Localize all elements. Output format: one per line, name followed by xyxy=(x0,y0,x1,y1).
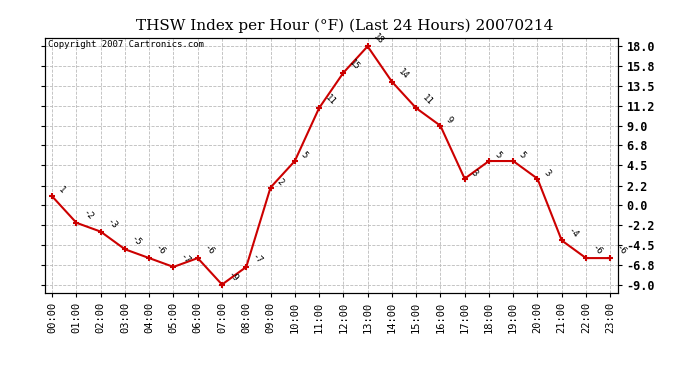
Text: -9: -9 xyxy=(226,270,240,284)
Text: 9: 9 xyxy=(444,115,455,125)
Text: -6: -6 xyxy=(153,243,168,257)
Text: 5: 5 xyxy=(493,150,503,160)
Text: 1: 1 xyxy=(57,185,66,195)
Text: Copyright 2007 Cartronics.com: Copyright 2007 Cartronics.com xyxy=(48,40,204,49)
Text: -3: -3 xyxy=(105,217,119,231)
Text: 14: 14 xyxy=(396,67,410,81)
Text: -6: -6 xyxy=(590,243,604,257)
Text: 11: 11 xyxy=(323,93,337,107)
Text: 15: 15 xyxy=(348,58,362,72)
Text: -6: -6 xyxy=(614,243,629,257)
Text: -4: -4 xyxy=(566,226,580,240)
Text: 3: 3 xyxy=(469,168,479,178)
Text: THSW Index per Hour (°F) (Last 24 Hours) 20070214: THSW Index per Hour (°F) (Last 24 Hours)… xyxy=(137,19,553,33)
Text: -7: -7 xyxy=(177,252,192,266)
Text: 3: 3 xyxy=(542,168,552,178)
Text: 5: 5 xyxy=(299,150,309,160)
Text: -6: -6 xyxy=(202,243,216,257)
Text: 18: 18 xyxy=(372,32,386,45)
Text: 11: 11 xyxy=(420,93,434,107)
Text: -7: -7 xyxy=(250,252,264,266)
Text: -5: -5 xyxy=(129,234,143,249)
Text: 5: 5 xyxy=(518,150,528,160)
Text: 2: 2 xyxy=(275,177,285,187)
Text: -2: -2 xyxy=(81,208,95,222)
